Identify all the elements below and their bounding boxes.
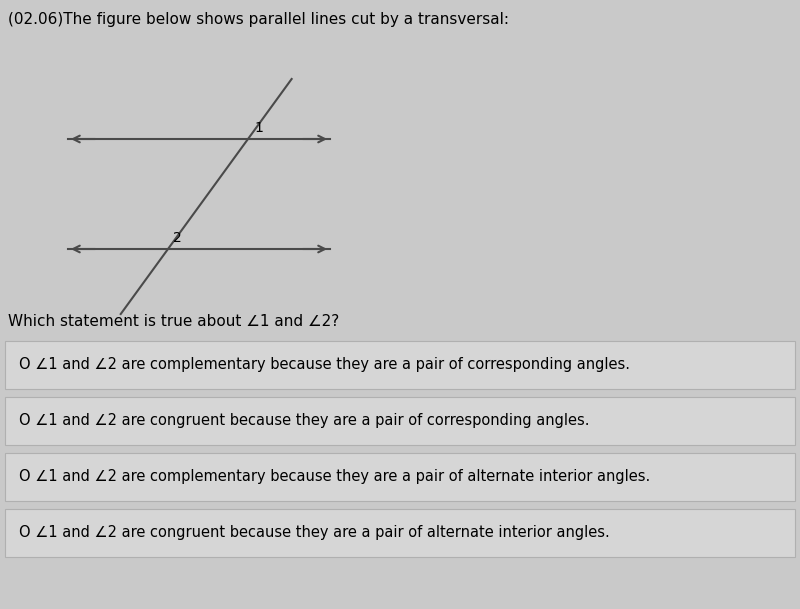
Text: O ∠1 and ∠2 are complementary because they are a pair of alternate interior angl: O ∠1 and ∠2 are complementary because th… <box>19 470 650 485</box>
Text: Which statement is true about ∠1 and ∠2?: Which statement is true about ∠1 and ∠2? <box>8 314 339 329</box>
Text: 2: 2 <box>173 231 182 245</box>
Text: O ∠1 and ∠2 are complementary because they are a pair of corresponding angles.: O ∠1 and ∠2 are complementary because th… <box>19 357 630 373</box>
Text: 1: 1 <box>254 121 263 135</box>
Text: O ∠1 and ∠2 are congruent because they are a pair of alternate interior angles.: O ∠1 and ∠2 are congruent because they a… <box>19 526 610 541</box>
Text: (02.06)The figure below shows parallel lines cut by a transversal:: (02.06)The figure below shows parallel l… <box>8 12 509 27</box>
FancyBboxPatch shape <box>5 397 795 445</box>
FancyBboxPatch shape <box>5 341 795 389</box>
FancyBboxPatch shape <box>5 509 795 557</box>
Text: O ∠1 and ∠2 are congruent because they are a pair of corresponding angles.: O ∠1 and ∠2 are congruent because they a… <box>19 414 590 429</box>
FancyBboxPatch shape <box>5 453 795 501</box>
